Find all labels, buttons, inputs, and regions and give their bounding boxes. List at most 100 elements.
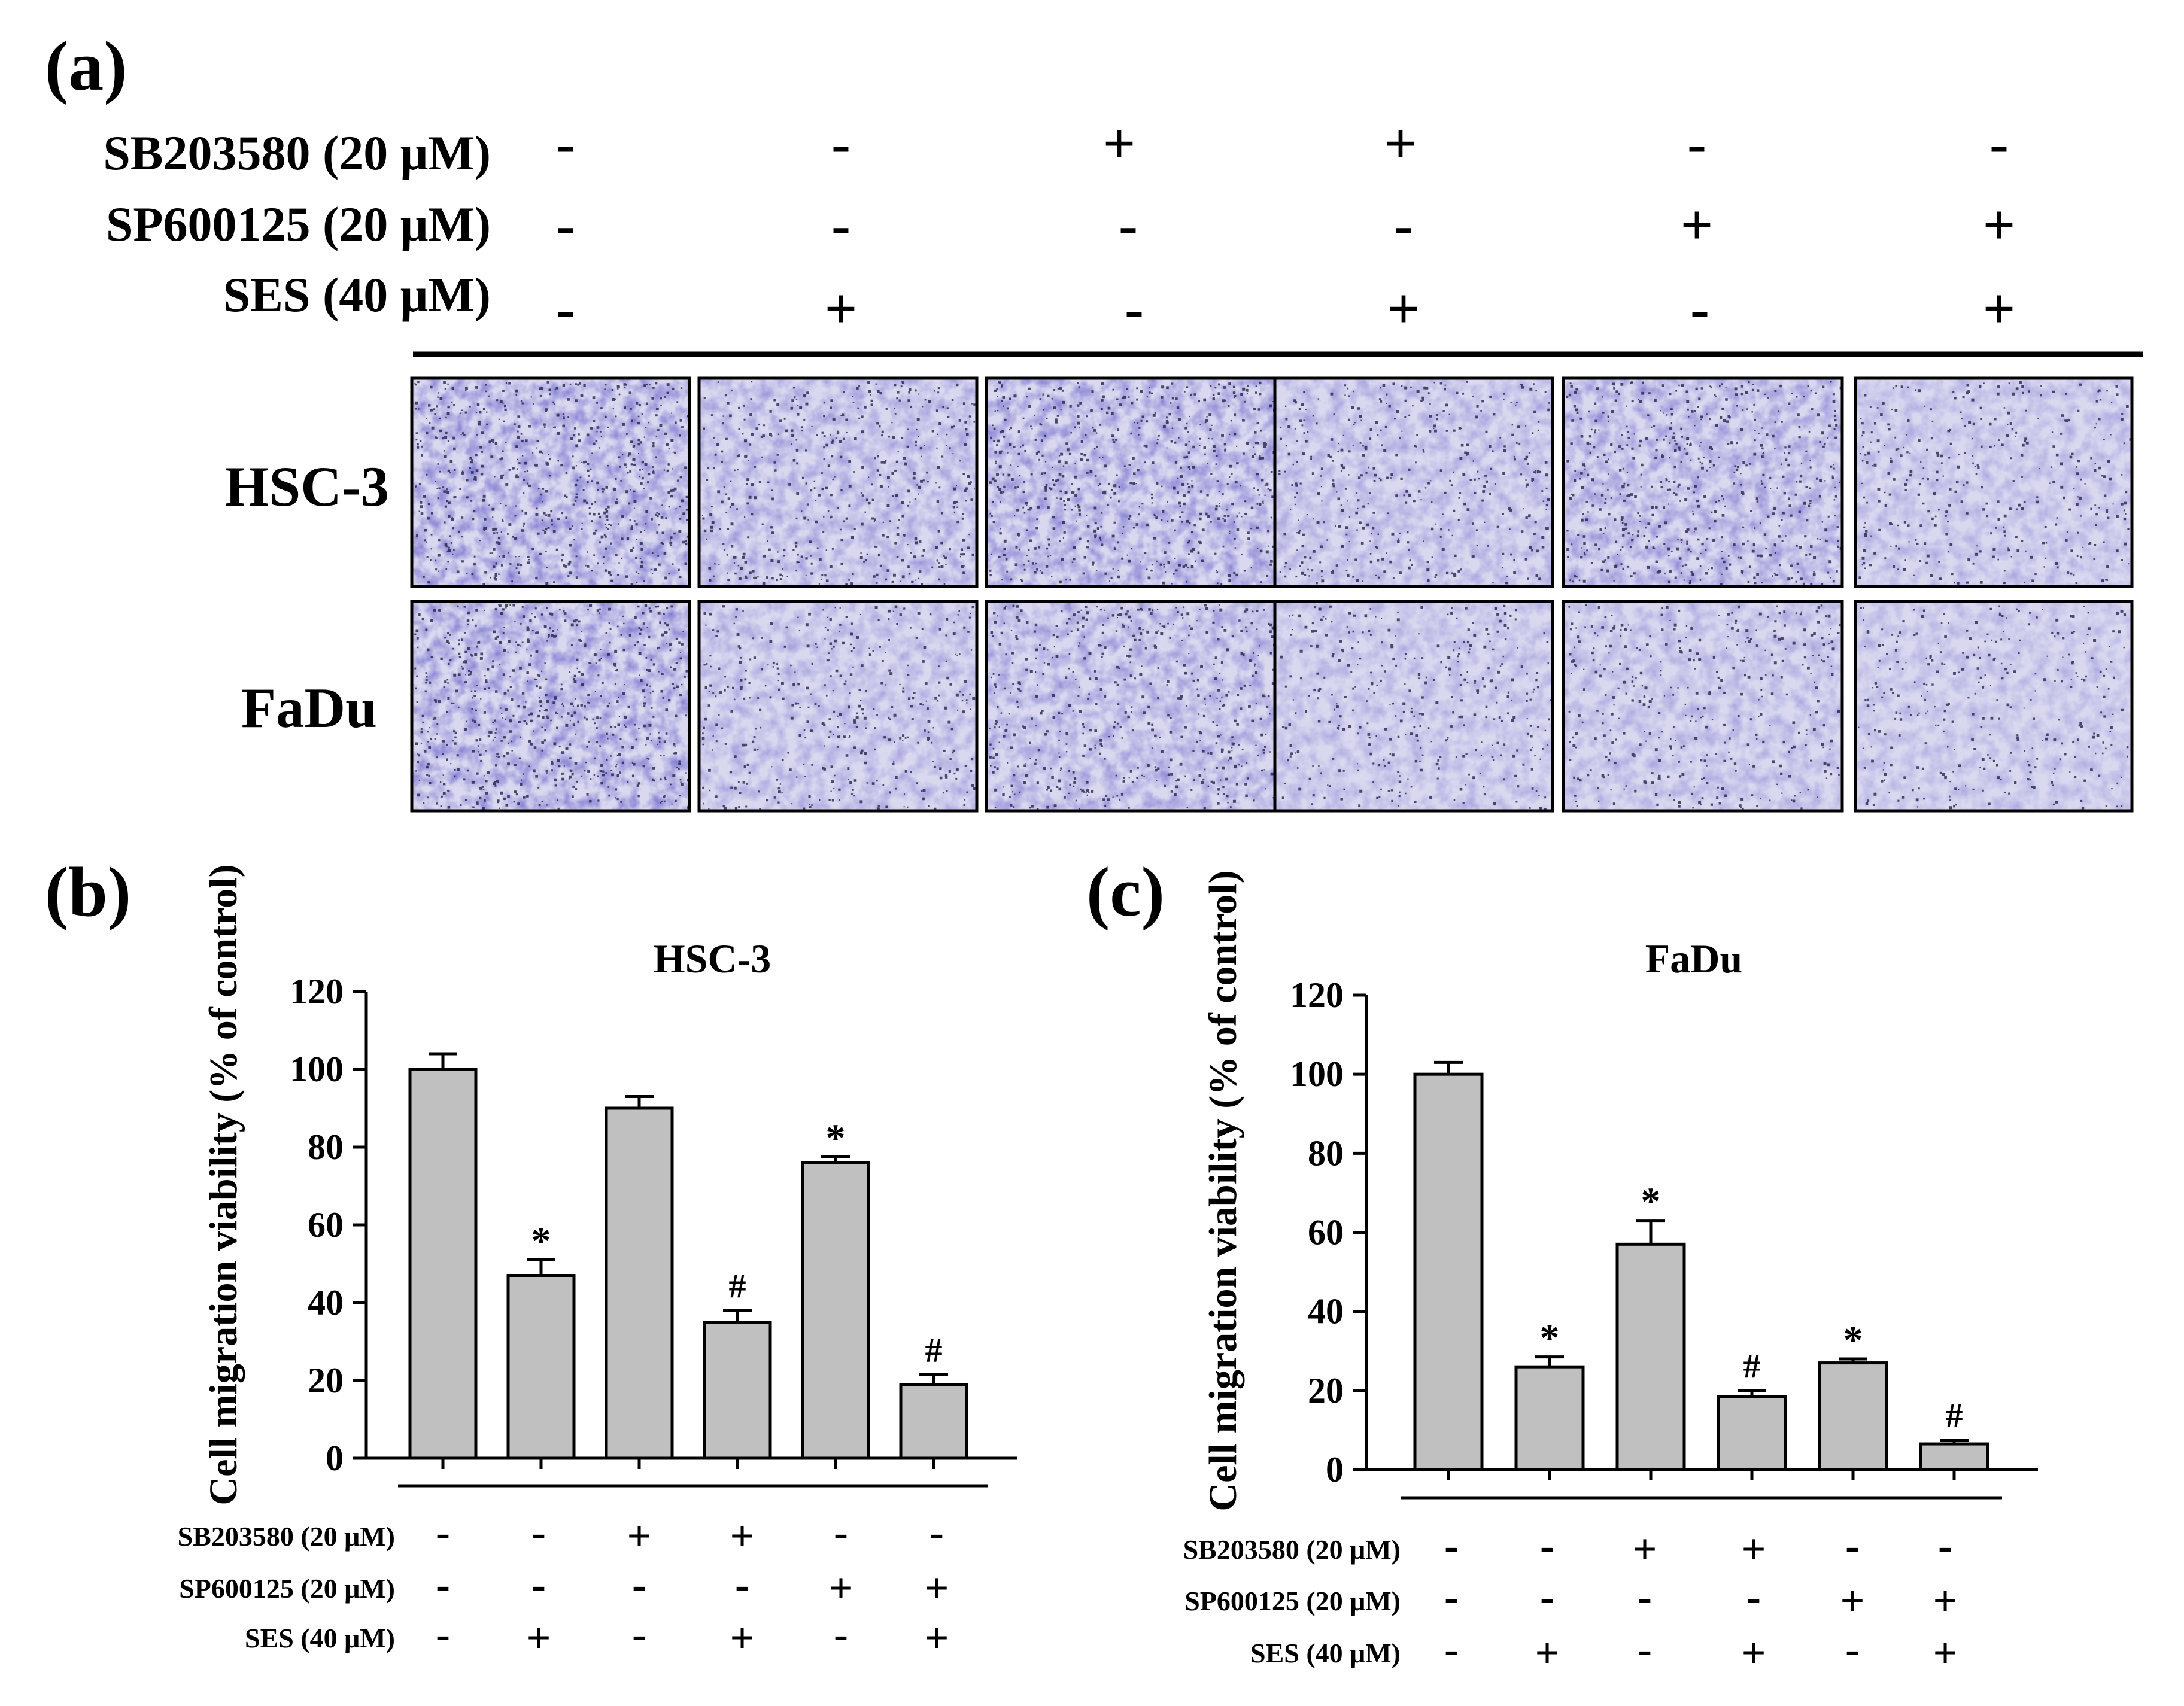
y-tick-label: 40 xyxy=(308,1283,344,1322)
y-tick-label: 100 xyxy=(1290,1054,1344,1094)
sign-cell: - xyxy=(930,1509,944,1556)
sign-cell: + xyxy=(627,1512,651,1560)
y-axis-label: Cell migration viability (% of control) xyxy=(1201,870,1245,1511)
sign-cell: - xyxy=(1444,1522,1459,1570)
micrograph-border xyxy=(697,376,979,588)
sign-cell: - xyxy=(834,1509,848,1556)
y-tick-label: 0 xyxy=(326,1439,344,1478)
bar xyxy=(703,1321,772,1460)
y-tick-label: 120 xyxy=(1290,975,1344,1015)
y-tick-label: 20 xyxy=(308,1361,344,1400)
sign-cell: - xyxy=(1638,1573,1652,1621)
sign-cell: - xyxy=(1125,276,1144,340)
chart-panel-c: (c) FaDu Cell migration viability (% of … xyxy=(1086,853,2038,1677)
sign-cell: + xyxy=(730,1512,754,1560)
treatment-label-ses: SES (40 μM) xyxy=(223,267,491,322)
micrograph-border xyxy=(1562,376,1844,588)
significance-marker: # xyxy=(729,1266,746,1305)
micrograph-border xyxy=(1562,600,1844,813)
sign-cell: + xyxy=(1681,193,1714,257)
significance-marker: * xyxy=(1843,1318,1863,1362)
micrograph-image xyxy=(1854,376,2134,588)
treatment-label-sb203580: SB203580 (20 μM) xyxy=(103,126,491,180)
sign-cell: - xyxy=(1540,1522,1554,1570)
micrograph-stain xyxy=(1855,378,2132,586)
sign-cell: + xyxy=(924,1614,949,1662)
sign-cell: - xyxy=(531,1561,546,1608)
micrograph-image xyxy=(1854,600,2134,813)
bar xyxy=(1919,1442,1989,1471)
sign-cell: + xyxy=(1983,193,2016,257)
treatment-label: SP600125 (20 μM) xyxy=(179,1573,395,1604)
micrograph-stain xyxy=(1563,601,1842,811)
y-tick-label: 100 xyxy=(290,1050,344,1089)
micrograph-border xyxy=(410,376,691,588)
micrograph-border xyxy=(1273,600,1554,813)
sign-cell: - xyxy=(632,1610,646,1658)
treatment-label: SB203580 (20 μM) xyxy=(178,1521,395,1552)
sign-cell: - xyxy=(436,1561,450,1608)
significance-marker: # xyxy=(1743,1346,1761,1385)
sign-cell: - xyxy=(834,1610,848,1658)
bar xyxy=(605,1106,674,1460)
sign-cell: + xyxy=(1741,1629,1766,1677)
sign-cell: + xyxy=(924,1564,949,1612)
y-axis-label: Cell migration viability (% of control) xyxy=(202,864,245,1505)
sign-cell: - xyxy=(831,193,850,257)
sign-cell: + xyxy=(1933,1629,1957,1677)
micrograph-stain xyxy=(1275,378,1553,586)
micrograph-border xyxy=(697,600,979,813)
micrograph-stain xyxy=(699,378,977,586)
sign-cell: + xyxy=(1103,111,1136,175)
panel-c-label: (c) xyxy=(1086,853,1165,931)
panel-a: (a) SB203580 (20 μM) SP600125 (20 μM) SE… xyxy=(45,27,2143,813)
micrograph-stain xyxy=(699,601,977,811)
sign-cell: - xyxy=(1540,1573,1554,1621)
row-label-hsc3: HSC-3 xyxy=(225,455,389,518)
panel-a-treatment-table: SB203580 (20 μM) SP600125 (20 μM) SES (4… xyxy=(103,111,2015,340)
sign-cell: - xyxy=(1638,1625,1652,1673)
sign-cell: - xyxy=(556,276,575,340)
chart-panel-b: (b) HSC-3 Cell migration viability (% of… xyxy=(45,853,1017,1662)
treatment-label: SES (40 μM) xyxy=(245,1623,395,1653)
micrograph-cells xyxy=(414,381,690,586)
bar xyxy=(1514,1365,1585,1471)
micrograph-cells xyxy=(989,381,1277,585)
sign-cell: - xyxy=(831,111,850,175)
micrograph-image xyxy=(697,600,979,813)
micrograph-stain xyxy=(1275,601,1553,811)
micrograph-image xyxy=(985,600,1278,813)
micrograph-image xyxy=(697,376,979,588)
bar xyxy=(1818,1361,1888,1471)
micrograph-cells xyxy=(1568,604,1841,810)
treatment-label: SES (40 μM) xyxy=(1250,1638,1401,1668)
sign-cell: - xyxy=(1938,1522,1952,1570)
micrograph-stain xyxy=(412,601,689,811)
sign-cell: - xyxy=(436,1610,450,1658)
micrograph-image xyxy=(1562,376,1844,588)
sign-cell: - xyxy=(735,1561,749,1608)
sign-cell: + xyxy=(1840,1577,1864,1625)
panel-a-label: (a) xyxy=(45,27,127,105)
micrograph-image xyxy=(1562,600,1844,813)
sign-cell: + xyxy=(526,1614,551,1662)
micrograph-stain xyxy=(986,601,1276,811)
sign-cell: - xyxy=(1690,276,1709,340)
y-tick-label: 60 xyxy=(308,1205,344,1245)
sign-cell: + xyxy=(1387,276,1420,340)
chart-title: FaDu xyxy=(1645,936,1742,981)
sign-cell: - xyxy=(1989,111,2009,175)
significance-marker: # xyxy=(1946,1395,1963,1434)
y-tick-label: 80 xyxy=(308,1127,344,1167)
micrograph-stain xyxy=(1855,601,2132,811)
y-tick-label: 60 xyxy=(1308,1213,1344,1252)
y-tick-label: 80 xyxy=(1308,1133,1344,1173)
significance-marker: * xyxy=(1641,1180,1661,1224)
sign-cell: - xyxy=(556,193,575,257)
sign-cell: - xyxy=(1687,111,1706,175)
micrograph-stain xyxy=(412,378,689,586)
sign-cell: - xyxy=(1746,1573,1761,1621)
